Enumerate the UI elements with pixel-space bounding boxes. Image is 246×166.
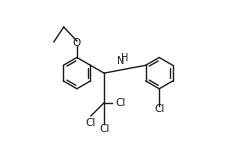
Text: N: N: [117, 56, 124, 66]
Text: Cl: Cl: [154, 104, 164, 114]
Text: Cl: Cl: [116, 98, 126, 108]
Text: H: H: [121, 53, 129, 63]
Text: Cl: Cl: [99, 124, 109, 134]
Text: Cl: Cl: [86, 118, 96, 127]
Text: O: O: [73, 39, 81, 48]
